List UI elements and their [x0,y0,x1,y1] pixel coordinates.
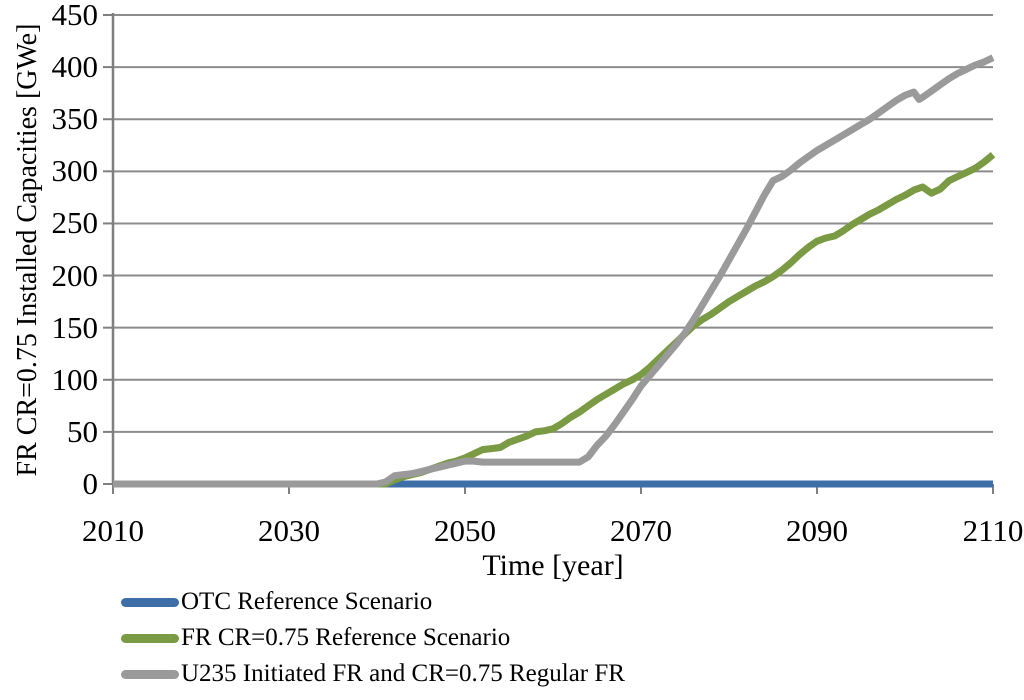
y-tick-label: 50 [67,413,98,449]
x-tick-label: 2010 [82,513,144,548]
y-tick-label: 0 [82,466,99,501]
legend-label-u235: U235 Initiated FR and CR=0.75 Regular FR [181,660,625,687]
y-tick-label: 100 [51,361,99,397]
y-tick-label: 200 [51,257,99,293]
y-tick-label: 250 [51,205,99,241]
legend-swatch-fr [121,633,179,643]
x-tick-label: 2030 [258,513,320,548]
y-tick-label: 300 [51,153,99,189]
legend-label-otc: OTC Reference Scenario [181,588,433,615]
x-tick-label: 2090 [786,513,848,548]
x-tick-label: 2050 [434,513,496,548]
x-axis-title: Time [year] [482,549,624,582]
legend-item-fr: FR CR=0.75 Reference Scenario [121,620,625,656]
y-tick-label: 450 [51,0,99,32]
series-line-1 [113,152,996,488]
x-tick-label: 2110 [962,513,1024,548]
legend-swatch-otc [121,597,179,607]
y-tick-label: 400 [51,49,99,85]
y-tick-label: 350 [51,101,99,137]
legend-label-fr: FR CR=0.75 Reference Scenario [181,624,511,651]
x-tick-label: 2070 [610,513,672,548]
legend: OTC Reference Scenario FR CR=0.75 Refere… [121,584,625,692]
y-tick-label: 150 [51,309,99,345]
legend-item-u235: U235 Initiated FR and CR=0.75 Regular FR [121,656,625,692]
legend-item-otc: OTC Reference Scenario [121,584,625,620]
legend-swatch-u235 [121,669,179,679]
series-line-2 [113,54,995,488]
